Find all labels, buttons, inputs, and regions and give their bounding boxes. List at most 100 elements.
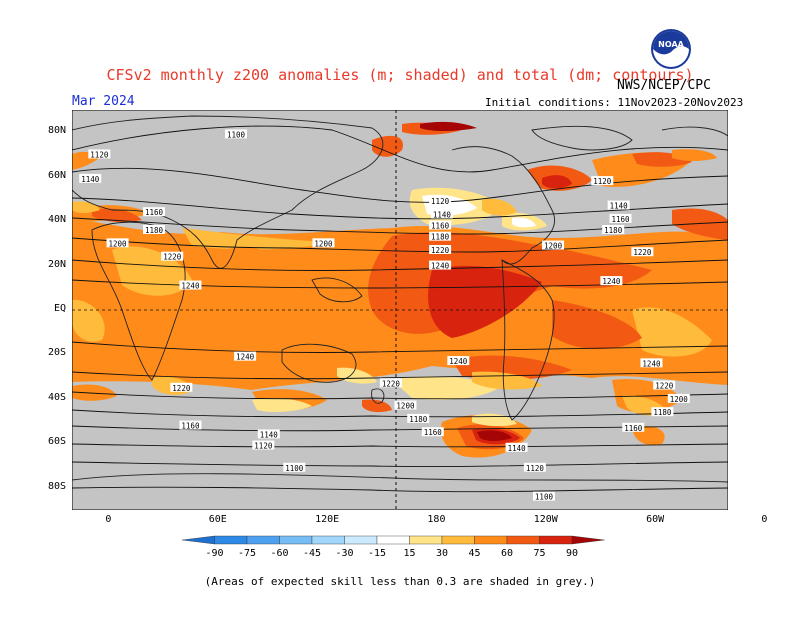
chart-title: CFSv2 monthly z200 anomalies (m; shaded)… (106, 66, 694, 84)
contour-label-text: 1100 (285, 464, 304, 473)
contour-label-text: 1120 (593, 177, 612, 186)
contour-label: 1220 (631, 247, 654, 257)
colorbar-swatch (214, 535, 248, 545)
colorbar-tick-label: -15 (368, 548, 386, 559)
contour-label-text: 1140 (81, 175, 100, 184)
contour-label-text: 1220 (655, 382, 674, 391)
contour-label: 1120 (252, 440, 275, 451)
contour-label: 1120 (591, 176, 614, 186)
contour-label: 1160 (143, 207, 165, 217)
contour-label: 1200 (394, 400, 417, 411)
colorbar-swatch (409, 535, 443, 545)
contour-label-text: 1160 (181, 422, 200, 431)
colorbar-swatch (506, 535, 540, 545)
colorbar-tick-label: 60 (501, 548, 513, 559)
initial-conditions: Initial conditions: 11Nov2023-20Nov2023 (485, 96, 744, 109)
contour-label-text: 1160 (145, 208, 164, 217)
colorbar-swatch (376, 535, 410, 545)
contour-label-text: 1240 (236, 353, 255, 362)
lat-label: 60N (47, 169, 66, 181)
contour-label: 1240 (640, 358, 663, 368)
contour-label-text: 1160 (611, 215, 630, 224)
contour-label: 1220 (170, 382, 193, 393)
lat-label: 20N (47, 258, 66, 270)
contour-label: 1240 (234, 351, 257, 362)
contour-label-text: 1200 (109, 239, 128, 248)
contour-label: 1140 (430, 209, 453, 219)
anomaly-map: 1100 1120 1140 1160 1180 1200 1220 1240 1200 1220… (72, 110, 728, 510)
valid-month: Mar 2024 (72, 94, 135, 109)
colorbar-tick-label: -45 (303, 548, 321, 559)
contour-label: 1120 (523, 462, 546, 473)
contour-label-text: 1120 (431, 197, 450, 206)
contour-label: 1140 (257, 429, 280, 439)
contour-label: 1180 (651, 407, 674, 417)
contour-label: 1200 (667, 393, 690, 404)
colorbar-tick-label: -90 (205, 548, 223, 559)
colorbar-swatch (246, 535, 280, 545)
lon-label: 60W (646, 514, 665, 525)
lat-label: 20S (47, 347, 66, 359)
contour-label: 1220 (161, 251, 184, 262)
colorbar-tick-label: 75 (533, 548, 545, 559)
lon-label: 0 (105, 514, 112, 525)
lat-label: 80N (47, 125, 66, 137)
contour-label-text: 1240 (431, 262, 450, 271)
contour-label-text: 1160 (424, 428, 443, 437)
contour-label: 1180 (429, 231, 452, 242)
colorbar-tick-label: -75 (238, 548, 256, 559)
anomaly-shading (72, 121, 728, 458)
contour-label: 1240 (179, 280, 202, 291)
colorbar-swatch (441, 535, 475, 545)
contour-label-text: 1120 (90, 150, 109, 159)
contour-label-text: 1240 (602, 277, 621, 286)
org-label: NWS/NCEP/CPC (617, 78, 711, 93)
colorbar-swatch (474, 535, 508, 545)
contour-label: 1220 (429, 245, 452, 255)
lat-label: 60S (47, 436, 66, 448)
contour-label: 1160 (429, 220, 452, 231)
contour-label-text: 1220 (382, 379, 401, 388)
colorbar-tick-label: 15 (403, 548, 415, 559)
colorbar: -90 -75 -60 -45 -30 -15 15 30 45 60 75 90 (181, 535, 605, 559)
lon-label: 0 (761, 514, 768, 525)
contour-label: 1140 (607, 200, 630, 211)
contour-label: 1120 (429, 196, 452, 206)
contour-label-text: 1240 (642, 359, 661, 368)
lon-label: 60E (208, 514, 227, 525)
contour-label: 1180 (407, 413, 430, 424)
lon-label: 120W (533, 514, 558, 525)
contour-label-text: 1220 (633, 248, 652, 257)
colorbar-tick-label: -30 (335, 548, 353, 559)
colorbar-tick-label: 30 (436, 548, 448, 559)
contour-label: 1100 (283, 462, 306, 473)
contour-label-text: 1200 (396, 402, 415, 411)
contour-label: 1160 (421, 427, 444, 437)
contour-label-text: 1140 (433, 210, 452, 219)
contour-label: 1240 (600, 276, 623, 286)
lon-label: 120E (315, 514, 340, 525)
lat-label: 80S (47, 480, 66, 492)
colorbar-swatch (279, 535, 313, 545)
lon-label: 180 (427, 514, 446, 525)
contour-label-text: 1180 (604, 226, 623, 235)
contour-label-text: 1240 (181, 282, 200, 291)
footnote: (Areas of expected skill less than 0.3 a… (204, 575, 596, 588)
contour-label: 1200 (312, 238, 335, 248)
contour-label-text: 1120 (254, 442, 273, 451)
contour-label-text: 1220 (172, 384, 191, 393)
contour-label-text: 1180 (431, 233, 450, 242)
contour-label-text: 1140 (260, 430, 279, 439)
contour-label: 1160 (179, 420, 202, 431)
contour-label-text: 1220 (163, 253, 182, 262)
contour-label: 1240 (447, 356, 470, 366)
lat-label: EQ (53, 303, 66, 314)
noaa-logo: NOAA (651, 29, 691, 69)
lat-label: 40S (47, 391, 66, 403)
contour-label-text: 1160 (624, 424, 643, 433)
contour-label: 1100 (532, 491, 555, 502)
contour-label: 1160 (622, 422, 645, 433)
colorbar-swatch (311, 535, 345, 545)
colorbar-swatch (539, 535, 573, 545)
contour-label: 1100 (225, 129, 247, 139)
